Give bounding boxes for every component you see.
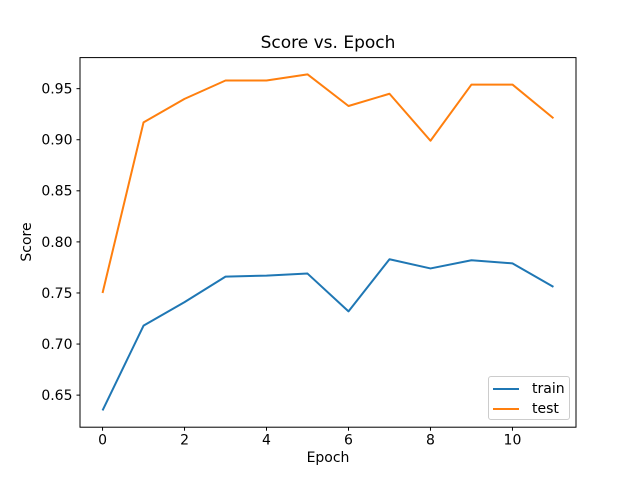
train-line-swatch — [493, 388, 519, 390]
legend-item-train: train — [493, 379, 569, 399]
x-tick-label: 8 — [426, 433, 435, 449]
x-tick-label: 4 — [262, 433, 271, 449]
plot-border — [79, 57, 577, 428]
y-axis-label: Score — [19, 222, 35, 262]
x-tick-label: 0 — [98, 433, 107, 449]
legend-item-test: test — [493, 399, 569, 419]
test-line — [101, 73, 555, 294]
test-line-swatch — [493, 408, 519, 410]
y-tick-label: 0.85 — [41, 184, 72, 200]
x-tick-label: 2 — [180, 433, 189, 449]
y-tick-label: 0.80 — [41, 235, 72, 251]
legend: train test — [488, 376, 570, 420]
y-tick-label: 0.70 — [41, 337, 72, 353]
y-tick-label: 0.95 — [41, 82, 72, 98]
y-tick-label: 0.75 — [41, 286, 72, 302]
x-tick-label: 6 — [344, 433, 353, 449]
legend-label-test: test — [532, 401, 559, 417]
legend-label-train: train — [532, 381, 565, 397]
x-tick-label: 10 — [504, 433, 522, 449]
x-axis-label: Epoch — [306, 450, 350, 466]
chart-title: Score vs. Epoch — [260, 33, 396, 53]
train-line — [101, 258, 554, 411]
y-tick-label: 0.90 — [41, 133, 72, 149]
y-tick-label: 0.65 — [41, 388, 72, 404]
